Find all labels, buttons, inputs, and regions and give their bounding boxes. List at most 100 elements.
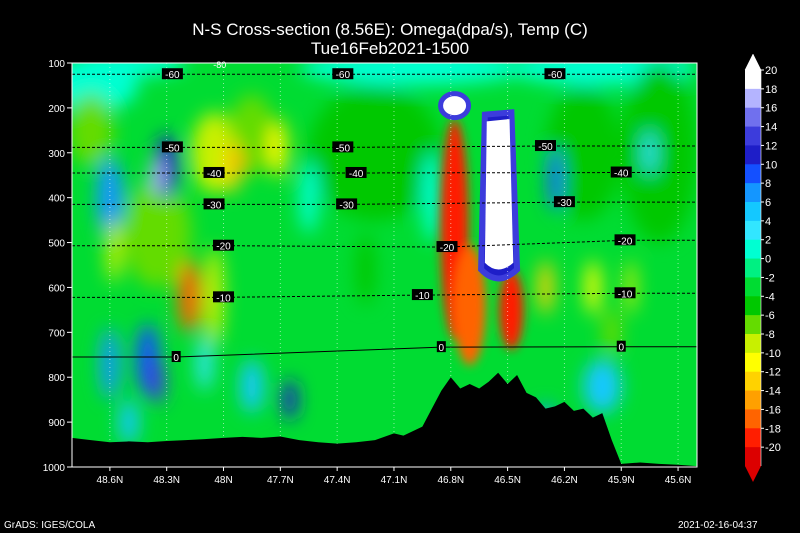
colorbar-swatch xyxy=(745,371,761,392)
colorbar-swatch xyxy=(745,145,761,165)
colorbar-swatch xyxy=(745,352,761,373)
ascent-top xyxy=(438,91,472,121)
contour-label-bg xyxy=(614,287,636,299)
contour-label: -50 xyxy=(336,143,351,154)
y-tick-label: 200 xyxy=(48,104,65,115)
y-tick-label: 400 xyxy=(48,194,65,205)
contour-label: -30 xyxy=(207,200,222,211)
omega-cell xyxy=(537,260,554,315)
contour-label: -20 xyxy=(618,236,633,247)
contour-label-bg xyxy=(534,140,556,152)
y-tick-label: 600 xyxy=(48,283,65,294)
y-tick-label: 100 xyxy=(48,59,65,70)
omega-cell xyxy=(268,121,285,176)
x-axis: 48.6N 48.3N 48N 47.7N 47.4N 47.1N 46.8N 46.5N 46… xyxy=(97,467,692,486)
x-tick-label: 45.6N xyxy=(665,475,692,486)
ascent-white xyxy=(484,119,514,270)
colorbar-label: -4 xyxy=(765,291,775,303)
omega-cell xyxy=(233,150,244,173)
contour-label: -20 xyxy=(216,242,231,253)
colorbar-label: -16 xyxy=(765,404,781,416)
terrain xyxy=(72,372,697,467)
omega-cell xyxy=(548,148,562,212)
contour-label: -40 xyxy=(207,169,222,180)
colorbar-label: 12 xyxy=(765,140,777,152)
y-tick-label: 500 xyxy=(48,239,65,250)
y-tick-label: 300 xyxy=(48,149,65,160)
x-tick-label: 46.8N xyxy=(437,475,464,486)
contour-label: -80 xyxy=(213,60,226,70)
footer-left: GrADS: IGES/COLA xyxy=(4,520,96,531)
colorbar-label: 2 xyxy=(765,235,771,247)
omega-cell xyxy=(119,399,139,445)
colorbar-swatch xyxy=(745,164,761,184)
omega-cell xyxy=(178,260,201,333)
contour-label: -60 xyxy=(548,70,563,81)
contour-label-bg xyxy=(336,198,358,210)
contour-label-bg xyxy=(203,198,225,210)
colorbar-swatch xyxy=(745,334,761,354)
omega-cell xyxy=(643,130,656,176)
chart-subtitle: Tue16Feb2021-1500 xyxy=(310,39,470,58)
omega-cell xyxy=(422,152,442,243)
colorbar-label: 4 xyxy=(765,216,771,228)
x-tick-label: 45.9N xyxy=(608,475,635,486)
colorbar-label: -8 xyxy=(765,329,775,341)
contour-label: -60 xyxy=(165,70,180,81)
contour-label: -40 xyxy=(614,169,629,180)
contour-label: -30 xyxy=(557,198,572,209)
colorbar-swatch xyxy=(745,447,761,467)
colorbar-label: -20 xyxy=(765,442,781,454)
colorbar-label: 8 xyxy=(765,178,771,190)
y-axis: 100 200 300 400 500 600 700 800 900 1000 xyxy=(43,59,72,474)
x-tick-label: 47.4N xyxy=(324,475,351,486)
contour-label-bg xyxy=(161,68,183,80)
contour-label-bg xyxy=(616,340,626,352)
omega-cell xyxy=(197,336,213,391)
contour-label: 0 xyxy=(618,343,624,354)
omega-cell xyxy=(150,157,164,194)
omega-cell xyxy=(356,233,376,306)
contour-label: 0 xyxy=(173,353,179,364)
colorbar-swatch xyxy=(745,428,761,448)
omega-cell xyxy=(240,359,264,414)
field-ascent xyxy=(438,91,521,282)
contour-label-bg xyxy=(203,166,225,178)
contour-label-bg xyxy=(614,234,636,246)
contour-label-bg xyxy=(436,241,458,253)
omega-cell xyxy=(583,359,622,414)
colorbar-swatch xyxy=(745,126,761,146)
omega-cell xyxy=(308,85,442,221)
colorbar-label: -14 xyxy=(765,386,781,398)
colorbar-label: -12 xyxy=(765,367,781,379)
colorbar-label: -18 xyxy=(765,423,781,435)
field-core xyxy=(440,119,524,366)
omega-cell xyxy=(96,157,124,239)
x-tick-label: 46.5N xyxy=(494,475,521,486)
colorbar-swatch xyxy=(745,239,761,260)
contour-label-bg xyxy=(436,341,446,353)
colorbar-label: 20 xyxy=(765,65,777,77)
omega-cell xyxy=(123,179,192,288)
temperature-contours: -60 -60 -60 -50 -50 -50 -40 -40 -40 -30 -30 -30 -20 -… xyxy=(72,60,697,364)
colorbar-swatch xyxy=(745,202,761,222)
colorbar-swatch xyxy=(745,70,761,90)
contour-label-bg xyxy=(332,68,354,80)
omega-cell xyxy=(602,309,622,355)
contour-label: -50 xyxy=(538,142,553,153)
x-tick-label: 48.6N xyxy=(97,475,124,486)
chart-title: N-S Cross-section (8.56E): Omega(dpa/s),… xyxy=(192,20,588,39)
omega-cell xyxy=(72,63,186,77)
contour-label: -60 xyxy=(336,70,351,81)
contour-label-bg xyxy=(171,351,181,363)
x-tick-label: 47.7N xyxy=(267,475,294,486)
contour-label-bg xyxy=(213,239,235,251)
y-tick-label: 1000 xyxy=(43,463,66,474)
contour-line xyxy=(72,201,697,205)
contour-label: -50 xyxy=(165,143,180,154)
colorbar-swatch xyxy=(745,277,761,297)
contour-label: 0 xyxy=(439,343,445,354)
colorbar-label: 14 xyxy=(765,122,777,134)
colorbar-label: 0 xyxy=(765,254,771,266)
x-tick-label: 48N xyxy=(214,475,232,486)
